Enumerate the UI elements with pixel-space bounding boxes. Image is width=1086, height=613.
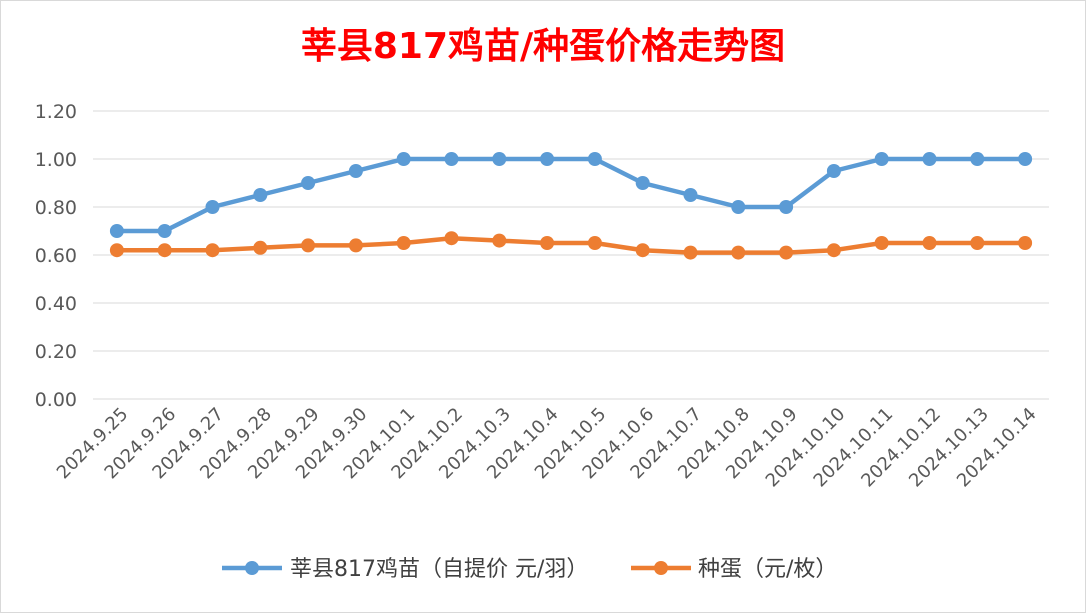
data-point	[922, 236, 937, 250]
legend-swatch-marker	[245, 561, 259, 575]
y-tick-label: 0.80	[35, 197, 77, 219]
data-point	[1018, 152, 1033, 166]
data-point	[970, 236, 985, 250]
data-point	[587, 152, 602, 166]
data-point	[348, 164, 363, 178]
data-point	[444, 231, 459, 246]
data-point	[874, 152, 889, 166]
legend-label: 莘县817鸡苗（自提价 元/羽）	[290, 557, 588, 582]
data-point	[396, 152, 411, 166]
y-axis-ticks: 0.00 0.20 0.40 0.60 0.80 1.00 1.20	[35, 101, 77, 411]
data-point	[253, 188, 268, 202]
data-point	[157, 243, 172, 258]
data-point	[826, 243, 841, 258]
data-point	[301, 238, 316, 253]
y-tick-label: 0.00	[35, 389, 77, 411]
y-tick-label: 1.00	[35, 149, 77, 171]
legend-swatch-marker	[654, 561, 668, 575]
data-point	[205, 243, 220, 258]
legend-label: 种蛋（元/枚）	[698, 557, 837, 582]
data-point	[779, 245, 794, 260]
data-point	[540, 152, 555, 166]
data-point	[1018, 236, 1033, 250]
data-point	[826, 164, 841, 178]
data-point	[683, 245, 698, 260]
data-point	[301, 176, 316, 190]
data-point	[635, 243, 650, 258]
data-point	[492, 152, 507, 166]
data-point	[874, 236, 889, 250]
data-point	[348, 238, 363, 253]
series-line-0	[114, 156, 1028, 234]
data-point	[253, 240, 268, 255]
data-point	[109, 243, 124, 258]
y-tick-label: 1.20	[35, 101, 77, 123]
data-point	[922, 152, 937, 166]
data-point	[157, 224, 172, 238]
legend: 莘县817鸡苗（自提价 元/羽） 种蛋（元/枚）	[222, 557, 837, 582]
series-lines	[109, 152, 1033, 260]
y-tick-label: 0.60	[35, 245, 77, 267]
series-line-1	[114, 235, 1028, 255]
data-point	[540, 236, 555, 250]
y-tick-label: 0.20	[35, 341, 77, 363]
data-point	[109, 224, 124, 238]
data-point	[779, 200, 794, 214]
chart-title: 莘县817鸡苗/种蛋价格走势图	[301, 26, 785, 67]
data-point	[396, 236, 411, 250]
y-tick-label: 0.40	[35, 293, 77, 315]
data-point	[587, 236, 602, 250]
data-point	[731, 245, 746, 260]
data-point	[683, 188, 698, 202]
data-point	[731, 200, 746, 214]
data-point	[444, 152, 459, 166]
data-point	[205, 200, 220, 214]
data-point	[492, 233, 507, 248]
data-point	[970, 152, 985, 166]
data-point	[635, 176, 650, 190]
